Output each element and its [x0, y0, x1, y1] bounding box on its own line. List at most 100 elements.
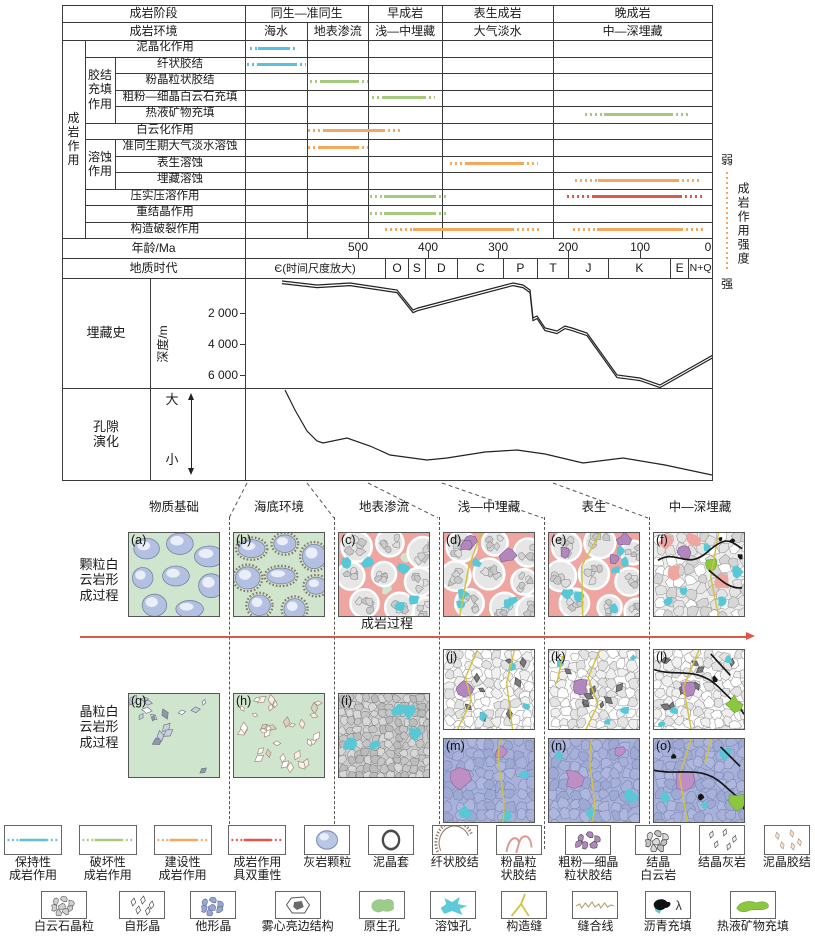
crystalline-dolomite-icon	[635, 825, 682, 855]
decor	[645, 839, 652, 848]
decor	[576, 901, 615, 910]
decor	[660, 746, 674, 758]
decor	[552, 575, 562, 585]
decor	[141, 706, 153, 714]
decor	[270, 570, 285, 578]
decor	[280, 595, 309, 616]
decor	[267, 694, 276, 706]
crystal-dolomite-row-label: 晶粒白 云岩形 成过程	[79, 704, 119, 750]
decor	[709, 533, 720, 616]
decor	[684, 574, 698, 586]
decor: λ	[675, 898, 682, 913]
decor	[241, 542, 256, 551]
decor	[552, 482, 649, 519]
decor	[426, 724, 429, 733]
decor	[486, 540, 495, 549]
decor	[636, 707, 639, 718]
decor	[600, 780, 614, 790]
age-tick-mark	[358, 251, 359, 258]
stylolite-icon	[572, 891, 619, 919]
panel-j: (j)	[443, 649, 535, 730]
decor	[525, 775, 534, 791]
decor	[530, 670, 534, 680]
grid-line-v	[553, 5, 554, 239]
decor	[280, 760, 290, 769]
decor	[234, 536, 269, 561]
decor	[306, 482, 335, 519]
decor	[286, 601, 298, 611]
age-tick-mark	[712, 251, 713, 258]
panel-k: (k)	[548, 649, 640, 730]
decor	[683, 562, 697, 576]
decor	[511, 893, 530, 917]
bar-segment	[671, 112, 691, 116]
decor	[622, 820, 631, 822]
decor	[305, 547, 318, 559]
bar-segment	[465, 162, 522, 166]
decor	[596, 677, 610, 689]
decor	[669, 707, 679, 715]
bar-segment	[584, 112, 604, 116]
process-row-label: 准同生期大气淡水溶蚀	[122, 140, 238, 153]
decor	[661, 650, 674, 659]
decor	[417, 709, 427, 718]
decor	[701, 727, 711, 729]
process-arrow-label: 成岩过程	[360, 615, 413, 631]
decor	[634, 602, 639, 610]
decor	[549, 696, 562, 708]
bar-segment	[521, 162, 538, 166]
legend-item: 雾心亮边结构	[262, 891, 334, 933]
decor	[729, 819, 736, 822]
decor	[634, 689, 639, 701]
decor	[82, 838, 134, 842]
decor	[285, 896, 310, 914]
decor	[495, 726, 503, 729]
decor	[353, 717, 362, 726]
decor	[464, 650, 475, 661]
decor	[298, 718, 306, 730]
decor	[282, 716, 291, 729]
bar-segment	[247, 63, 258, 67]
decor	[589, 841, 599, 849]
grid-line-v	[307, 22, 308, 239]
decor	[259, 728, 268, 734]
process-row-label: 重结晶作用	[136, 206, 194, 219]
decor	[201, 905, 208, 913]
decor	[340, 556, 352, 569]
decor	[738, 758, 744, 772]
legend-item: 热液矿物充填	[717, 891, 789, 933]
decor	[355, 547, 367, 557]
decor	[617, 667, 629, 677]
decor	[234, 533, 324, 616]
decor	[550, 818, 559, 822]
decor	[719, 747, 733, 760]
depth-tick-mark	[240, 375, 245, 376]
decor	[709, 828, 737, 851]
env-cell: 浅—中埋藏	[375, 23, 436, 38]
decor	[654, 830, 662, 837]
strength-weak-label: 弱	[720, 152, 733, 167]
decor	[393, 533, 401, 543]
grid-line-h	[62, 258, 713, 259]
legend-label: 溶蚀孔	[435, 919, 472, 933]
subgroup-cement-label: 胶结充填作用	[87, 68, 112, 111]
decor	[636, 718, 639, 729]
decor	[198, 548, 214, 559]
decor	[618, 696, 631, 707]
decor	[201, 896, 225, 917]
decor	[588, 576, 597, 585]
decor	[532, 722, 534, 729]
legend-label: 保持性 成岩作用	[8, 855, 57, 882]
legend-item: 泥晶胶结	[763, 825, 811, 869]
decor	[605, 650, 620, 660]
legend-label: 构造缝	[506, 919, 543, 933]
legend-label: 泥晶胶结	[762, 855, 811, 869]
legend-item: 泥晶套	[368, 825, 414, 869]
grid-line-h	[62, 388, 713, 389]
panel-h: (h)	[233, 693, 325, 778]
bar-segment	[423, 96, 436, 100]
decor	[490, 820, 497, 822]
decor	[502, 685, 516, 697]
decor	[129, 694, 219, 777]
bottom-column-header: 地表渗流	[358, 500, 409, 514]
